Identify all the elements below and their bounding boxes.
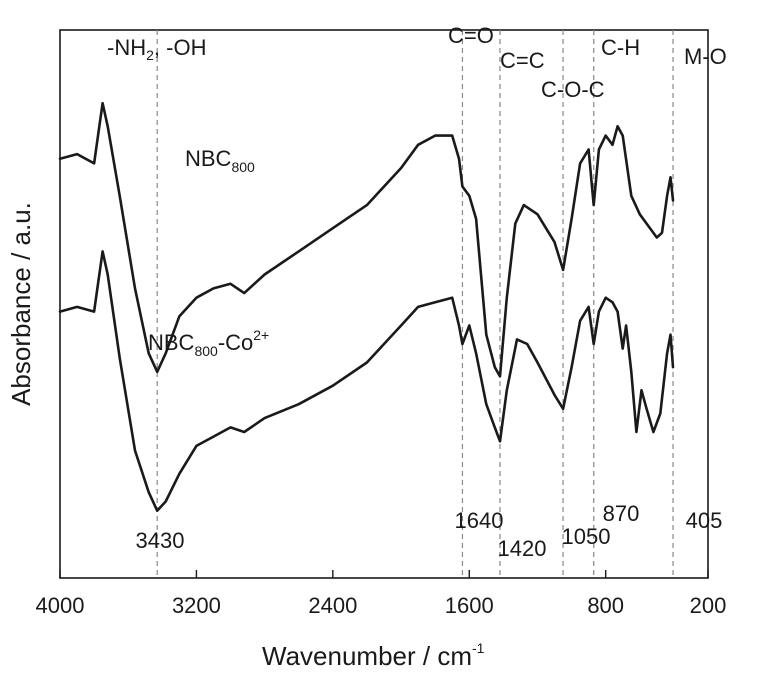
ref-label-870: 870 [603, 501, 640, 526]
x-axis-title-main: Wavenumber / cm [262, 641, 472, 671]
annotation-c-c: C=C [500, 48, 545, 73]
x-axis-title-sup: -1 [472, 640, 485, 656]
ref-label-1050: 1050 [562, 524, 611, 549]
series-label-nbc800-co-main: NBC [148, 330, 195, 355]
x-tick-label-1600: 1600 [445, 593, 494, 618]
plot-frame [59, 29, 709, 579]
annotation-nh2-sub: 2 [146, 47, 154, 63]
y-axis-title: Absorbance / a.u. [6, 202, 36, 406]
annotation-nh2-suffix: , -OH [154, 35, 207, 60]
series-label-nbc800-co-sup: 2+ [253, 327, 269, 343]
series-label-nbc800-co: NBC800-Co2+ [148, 327, 269, 359]
series-label-nbc800-main: NBC [185, 146, 232, 171]
annotation-c-h: C-H [601, 35, 640, 60]
annotation-c-o: C=O [448, 23, 494, 48]
series-label-nbc800-sub: 800 [231, 159, 255, 175]
ref-label-1640: 1640 [455, 508, 504, 533]
series-label-nbc800-co-mid: -Co [218, 330, 253, 355]
series-label-nbc800: NBC800 [185, 146, 255, 175]
x-tick-label-2400: 2400 [308, 593, 357, 618]
x-tick-label-800: 800 [587, 593, 624, 618]
x-tick-label-4000: 4000 [36, 593, 85, 618]
series-label-nbc800-co-sub: 800 [194, 343, 218, 359]
annotation-c-o-c: C-O-C [541, 77, 605, 102]
x-axis-title: Wavenumber / cm-1 [262, 640, 485, 671]
series-line-0 [58, 101, 675, 378]
annotation-nh2-oh: -NH2, -OH [107, 35, 206, 63]
reference-lines [156, 30, 674, 578]
x-tick-label-3200: 3200 [172, 593, 221, 618]
x-ticks: 4000 3200 2400 1600 800 200 [36, 570, 727, 618]
ref-label-405: 405 [686, 508, 723, 533]
annotation-m-o: M-O [684, 44, 727, 69]
series-lines [58, 101, 675, 512]
x-tick-label-200: 200 [690, 593, 727, 618]
ref-label-1420: 1420 [498, 536, 547, 561]
series-line-1 [58, 250, 675, 512]
ref-label-3430: 3430 [136, 528, 185, 553]
annotation-nh2-prefix: -NH [107, 35, 146, 60]
